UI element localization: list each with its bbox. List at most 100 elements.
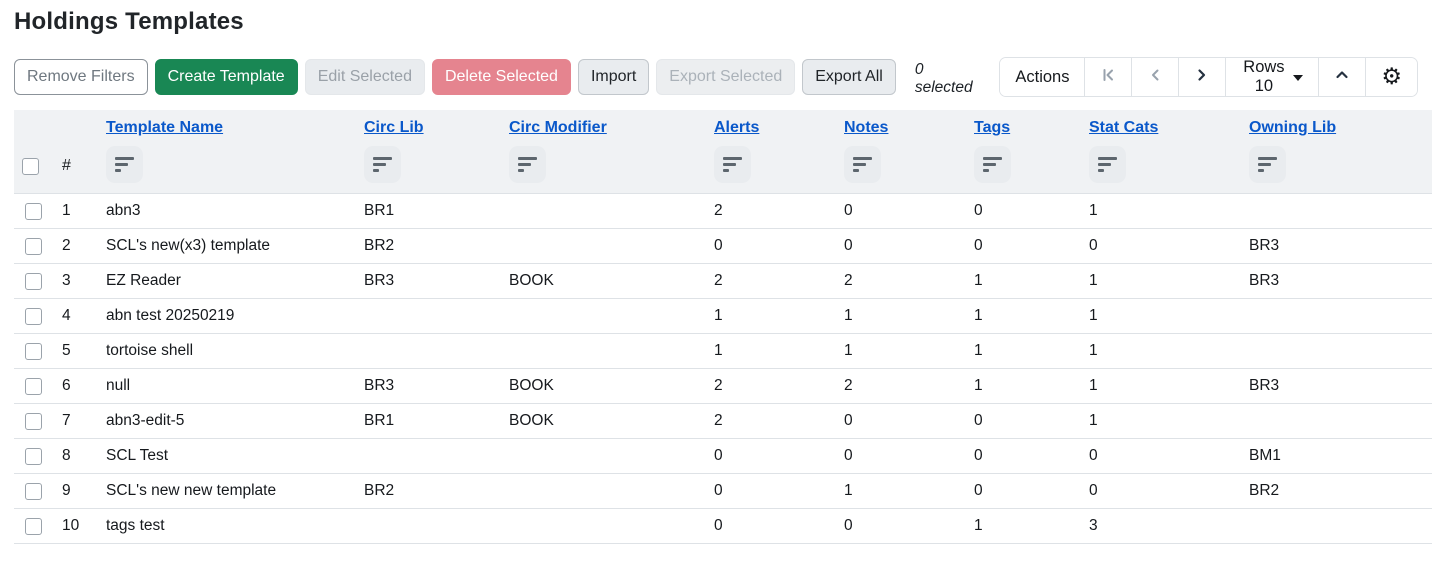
cell-alerts[interactable]: 0	[706, 473, 836, 509]
cell-circ_modifier[interactable]: BOOK	[501, 263, 706, 299]
cell-name[interactable]: SCL Test	[98, 438, 356, 474]
table-row[interactable]: 1 abn3 BR1 2 0 0 1	[14, 193, 1432, 229]
export-selected-button[interactable]: Export Selected	[656, 58, 796, 96]
column-header-circ_modifier[interactable]: Circ Modifier	[509, 119, 607, 136]
row-number-cell[interactable]: 5	[54, 333, 98, 369]
table-row[interactable]: 2 SCL's new(x3) template BR2 0 0 0 0 BR3	[14, 228, 1432, 264]
row-number-cell[interactable]: 3	[54, 263, 98, 299]
cell-circ_modifier[interactable]	[501, 473, 706, 509]
cell-tags[interactable]: 0	[966, 473, 1081, 509]
row-number-cell[interactable]: 1	[54, 193, 98, 229]
actions-menu-button[interactable]: Actions	[1000, 58, 1085, 96]
cell-stat_cats[interactable]: 1	[1081, 193, 1241, 229]
delete-selected-button[interactable]: Delete Selected	[431, 58, 571, 96]
filter-button-owning_lib[interactable]	[1249, 146, 1286, 183]
column-header-stat_cats[interactable]: Stat Cats	[1089, 119, 1159, 136]
cell-tags[interactable]: 0	[966, 403, 1081, 439]
column-header-notes[interactable]: Notes	[844, 119, 889, 136]
row-number-cell[interactable]: 7	[54, 403, 98, 439]
row-checkbox[interactable]	[25, 377, 42, 395]
cell-stat_cats[interactable]: 1	[1081, 333, 1241, 369]
cell-name[interactable]: tags test	[98, 508, 356, 544]
cell-alerts[interactable]: 0	[706, 508, 836, 544]
row-checkbox[interactable]	[25, 342, 42, 360]
cell-circ_modifier[interactable]	[501, 228, 706, 264]
row-checkbox[interactable]	[25, 202, 42, 220]
cell-stat_cats[interactable]: 3	[1081, 508, 1241, 544]
cell-notes[interactable]: 0	[836, 438, 966, 474]
cell-alerts[interactable]: 1	[706, 298, 836, 334]
cell-notes[interactable]: 1	[836, 333, 966, 369]
cell-circ_modifier[interactable]	[501, 193, 706, 229]
cell-owning_lib[interactable]	[1241, 508, 1432, 544]
prev-page-button[interactable]	[1131, 58, 1179, 96]
cell-owning_lib[interactable]: BR2	[1241, 473, 1432, 509]
cell-alerts[interactable]: 2	[706, 193, 836, 229]
create-template-button[interactable]: Create Template	[154, 58, 298, 96]
cell-notes[interactable]: 2	[836, 263, 966, 299]
column-header-name[interactable]: Template Name	[106, 119, 224, 136]
cell-tags[interactable]: 1	[966, 263, 1081, 299]
cell-name[interactable]: SCL's new(x3) template	[98, 228, 356, 264]
cell-alerts[interactable]: 0	[706, 438, 836, 474]
table-row[interactable]: 9 SCL's new new template BR2 0 1 0 0 BR2	[14, 473, 1432, 509]
row-checkbox[interactable]	[25, 447, 42, 465]
cell-name[interactable]: abn3	[98, 193, 356, 229]
cell-owning_lib[interactable]: BM1	[1241, 438, 1432, 474]
cell-notes[interactable]: 0	[836, 508, 966, 544]
column-header-circ_lib[interactable]: Circ Lib	[364, 119, 424, 136]
column-header-owning_lib[interactable]: Owning Lib	[1249, 119, 1337, 136]
cell-circ_lib[interactable]	[356, 508, 501, 544]
cell-stat_cats[interactable]: 0	[1081, 473, 1241, 509]
cell-notes[interactable]: 0	[836, 403, 966, 439]
cell-name[interactable]: EZ Reader	[98, 263, 356, 299]
cell-owning_lib[interactable]: BR3	[1241, 368, 1432, 404]
row-checkbox[interactable]	[25, 307, 42, 325]
cell-owning_lib[interactable]	[1241, 333, 1432, 369]
remove-filters-button[interactable]: Remove Filters	[14, 58, 148, 96]
table-row[interactable]: 3 EZ Reader BR3 BOOK 2 2 1 1 BR3	[14, 263, 1432, 299]
filter-button-tags[interactable]	[974, 146, 1011, 183]
collapse-grid-button[interactable]	[1318, 58, 1366, 96]
filter-button-notes[interactable]	[844, 146, 881, 183]
cell-circ_modifier[interactable]	[501, 298, 706, 334]
row-number-cell[interactable]: 2	[54, 228, 98, 264]
cell-alerts[interactable]: 2	[706, 263, 836, 299]
cell-tags[interactable]: 0	[966, 228, 1081, 264]
cell-owning_lib[interactable]: BR3	[1241, 263, 1432, 299]
table-row[interactable]: 4 abn test 20250219 1 1 1 1	[14, 298, 1432, 334]
cell-tags[interactable]: 1	[966, 508, 1081, 544]
cell-notes[interactable]: 0	[836, 228, 966, 264]
cell-name[interactable]: null	[98, 368, 356, 404]
cell-alerts[interactable]: 2	[706, 368, 836, 404]
column-header-tags[interactable]: Tags	[974, 119, 1011, 136]
cell-circ_lib[interactable]: BR1	[356, 193, 501, 229]
filter-button-alerts[interactable]	[714, 146, 751, 183]
cell-name[interactable]: abn test 20250219	[98, 298, 356, 334]
cell-circ_lib[interactable]	[356, 298, 501, 334]
row-number-cell[interactable]: 4	[54, 298, 98, 334]
cell-tags[interactable]: 0	[966, 193, 1081, 229]
cell-notes[interactable]: 1	[836, 298, 966, 334]
row-number-cell[interactable]: 10	[54, 508, 98, 544]
cell-stat_cats[interactable]: 1	[1081, 263, 1241, 299]
cell-tags[interactable]: 1	[966, 333, 1081, 369]
filter-button-circ_lib[interactable]	[364, 146, 401, 183]
cell-circ_lib[interactable]	[356, 333, 501, 369]
table-row[interactable]: 7 abn3-edit-5 BR1 BOOK 2 0 0 1	[14, 403, 1432, 439]
cell-circ_lib[interactable]: BR1	[356, 403, 501, 439]
cell-circ_modifier[interactable]: BOOK	[501, 368, 706, 404]
row-checkbox[interactable]	[25, 272, 42, 290]
cell-circ_modifier[interactable]	[501, 508, 706, 544]
cell-alerts[interactable]: 2	[706, 403, 836, 439]
row-checkbox[interactable]	[25, 517, 42, 535]
grid-settings-button[interactable]: ⚙	[1365, 58, 1417, 96]
cell-stat_cats[interactable]: 0	[1081, 438, 1241, 474]
cell-notes[interactable]: 0	[836, 193, 966, 229]
cell-circ_lib[interactable]: BR3	[356, 263, 501, 299]
cell-circ_lib[interactable]	[356, 438, 501, 474]
cell-circ_lib[interactable]: BR2	[356, 228, 501, 264]
cell-alerts[interactable]: 0	[706, 228, 836, 264]
row-number-cell[interactable]: 9	[54, 473, 98, 509]
cell-owning_lib[interactable]	[1241, 193, 1432, 229]
